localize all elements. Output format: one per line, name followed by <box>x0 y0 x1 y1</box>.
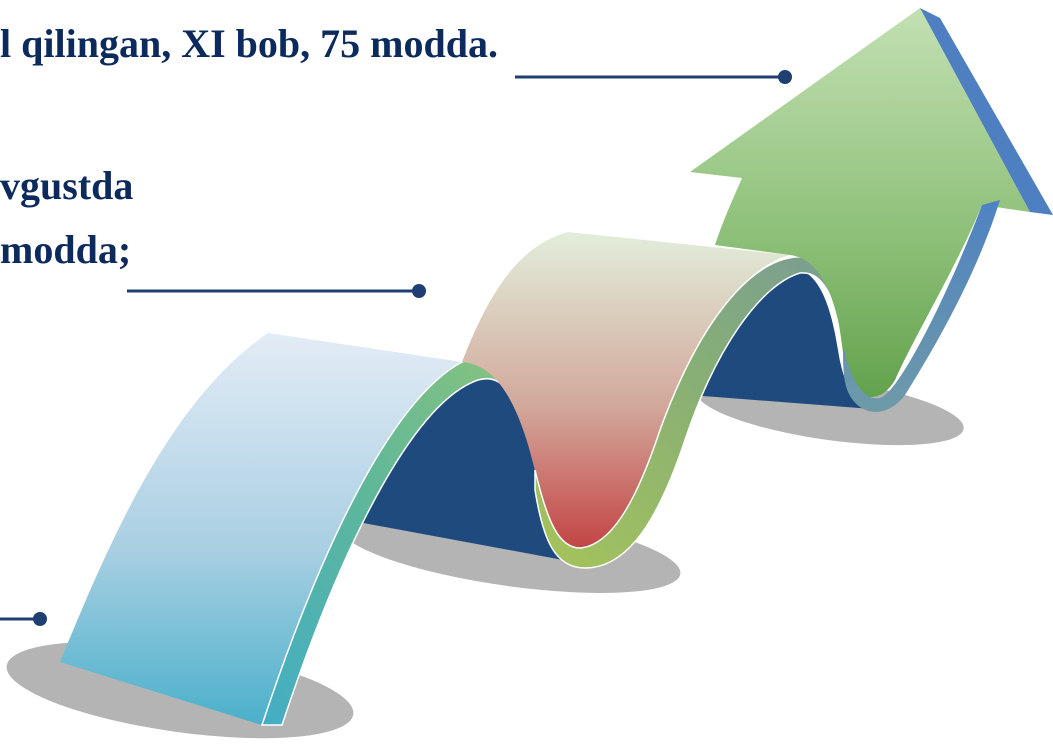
ribbon-red <box>462 232 790 548</box>
connector-dot-3 <box>33 612 47 626</box>
connector-dot-2 <box>412 284 426 298</box>
fold-dark-right <box>690 268 885 410</box>
text-line-1: l qilingan, XI bob, 75 modda. <box>0 21 498 66</box>
arrow-edge <box>920 8 1053 215</box>
arrow-shaft-edge <box>843 200 1000 412</box>
text-line-3: modda; <box>0 227 132 272</box>
text-line-2: vgustda <box>0 163 134 208</box>
ribbon-blue <box>60 333 462 725</box>
arrow-green <box>690 8 1030 397</box>
connector-dot-1 <box>778 70 792 84</box>
